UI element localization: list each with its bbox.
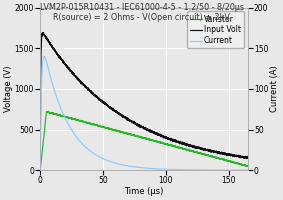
Input Volt [127, 119, 130, 121]
Input Volt [38, 168, 42, 171]
Input Volt [74, 76, 78, 79]
Current [62, 114, 66, 117]
Y-axis label: Current (A): Current (A) [270, 66, 279, 112]
Input Volt [62, 62, 66, 64]
Current [42, 55, 46, 57]
Current [242, 169, 245, 171]
Varistor [242, 164, 245, 166]
Varistor [74, 118, 78, 121]
Current [220, 169, 223, 171]
Varistor [62, 115, 66, 118]
Text: R(source) = 2 Ohms - V(Open circuit) = 2kV: R(source) = 2 Ohms - V(Open circuit) = 2… [53, 13, 230, 22]
Varistor [220, 158, 223, 160]
Line: Input Volt: Input Volt [40, 32, 248, 169]
Input Volt [242, 157, 245, 159]
Line: Varistor: Varistor [40, 111, 248, 170]
Varistor [246, 165, 249, 167]
Current [38, 169, 42, 171]
X-axis label: Time (μs): Time (μs) [124, 187, 164, 196]
Current [127, 165, 130, 167]
Input Volt [118, 114, 121, 116]
Text: LVM2P-015R10431 - IEC61000-4-5 - 1.2/50 - 8/20μs: LVM2P-015R10431 - IEC61000-4-5 - 1.2/50 … [40, 3, 243, 12]
Varistor [127, 132, 130, 135]
Legend: Varistor, Input Volt, Current: Varistor, Input Volt, Current [187, 11, 244, 48]
Varistor [47, 110, 50, 112]
Input Volt [220, 153, 223, 155]
Line: Current: Current [40, 56, 248, 170]
Y-axis label: Voltage (V): Voltage (V) [4, 66, 13, 112]
Varistor [118, 130, 121, 132]
Current [246, 169, 249, 171]
Current [74, 135, 78, 138]
Input Volt [41, 31, 45, 34]
Varistor [38, 169, 42, 171]
Current [118, 163, 121, 165]
Input Volt [246, 156, 249, 159]
